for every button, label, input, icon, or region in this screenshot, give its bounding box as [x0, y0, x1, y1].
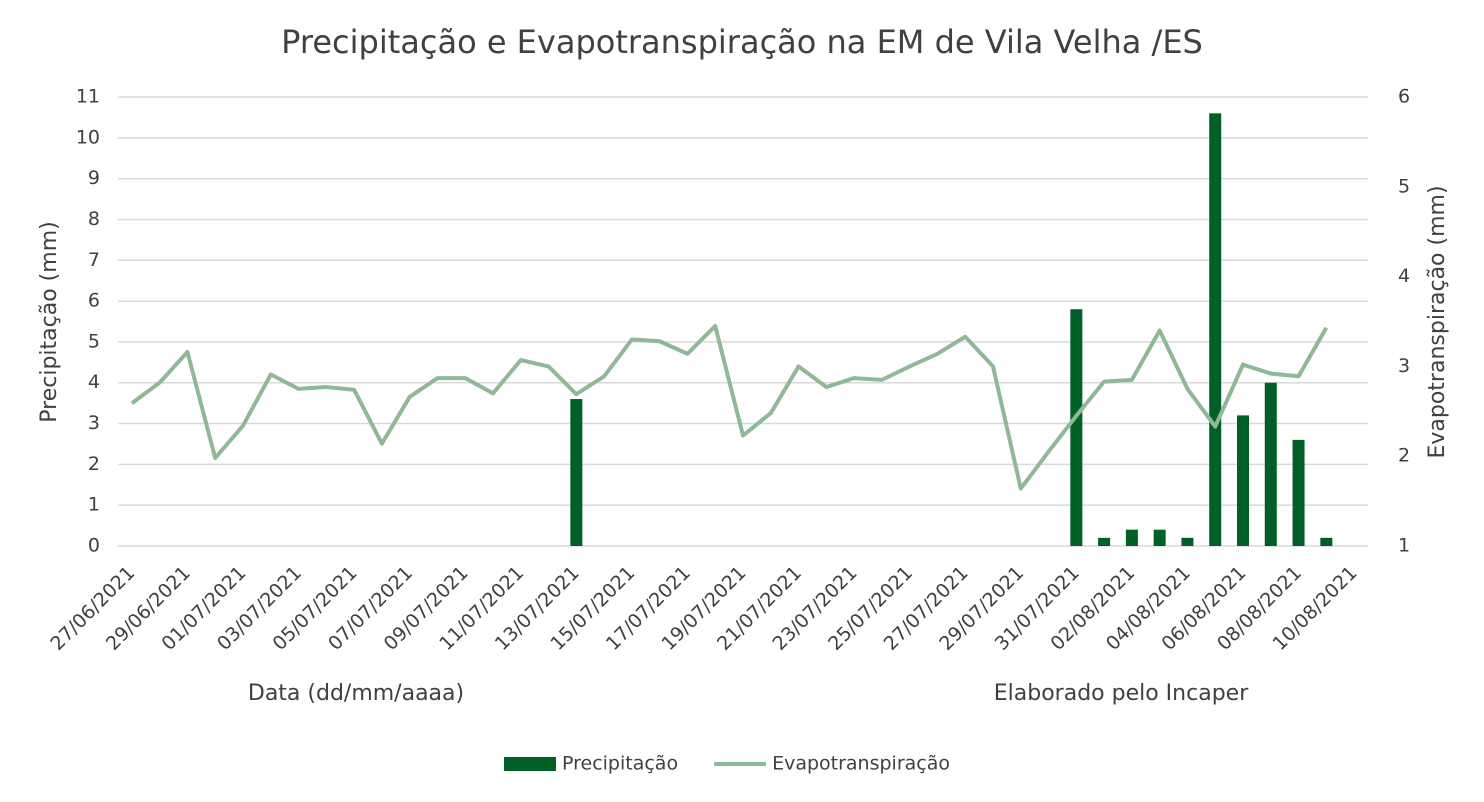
y-tick-label: 4 — [88, 371, 100, 393]
y-tick-label: 6 — [88, 290, 100, 312]
y2-tick-label: 5 — [1398, 175, 1410, 197]
line — [130, 323, 1329, 491]
legend-label: Evapotranspiração — [772, 753, 950, 775]
y-tick-label: 5 — [88, 330, 100, 352]
y-tick-label: 1 — [88, 494, 100, 516]
bar — [1070, 309, 1083, 546]
y2-tick-label: 6 — [1398, 86, 1410, 108]
bar — [1153, 529, 1166, 546]
bar — [1320, 537, 1333, 546]
y2-tick-label: 2 — [1398, 445, 1410, 467]
y-tick-label: 11 — [76, 86, 100, 108]
y-tick-label: 10 — [76, 126, 100, 148]
y-axis-title: Precipitação (mm) — [37, 221, 62, 422]
bar — [1098, 537, 1111, 546]
y2-tick-label: 4 — [1398, 265, 1410, 287]
bar — [1264, 382, 1277, 546]
y2-axis-title: Evapotranspiração (mm) — [1425, 185, 1450, 458]
y-tick-label: 0 — [88, 535, 100, 557]
legend-label: Precipitação — [562, 753, 678, 775]
y-tick-label: 2 — [88, 453, 100, 475]
y2-tick-label: 1 — [1398, 535, 1410, 557]
x-axis-title: Data (dd/mm/aaaa) — [248, 681, 464, 706]
bar — [1125, 529, 1138, 546]
y2-tick-label: 3 — [1398, 355, 1410, 377]
y-tick-label: 7 — [88, 249, 100, 271]
y-tick-label: 9 — [88, 167, 100, 189]
y-tick-label: 8 — [88, 208, 100, 230]
bar — [570, 399, 583, 546]
bar — [1237, 415, 1249, 546]
y-tick-label: 3 — [88, 412, 100, 434]
bar — [1181, 537, 1194, 546]
bar — [1209, 113, 1222, 546]
legend-swatch — [504, 757, 556, 771]
bar — [1292, 439, 1305, 546]
annotation: Elaborado pelo Incaper — [994, 681, 1249, 706]
chart-title: Precipitação e Evapotranspiração na EM d… — [281, 23, 1203, 61]
